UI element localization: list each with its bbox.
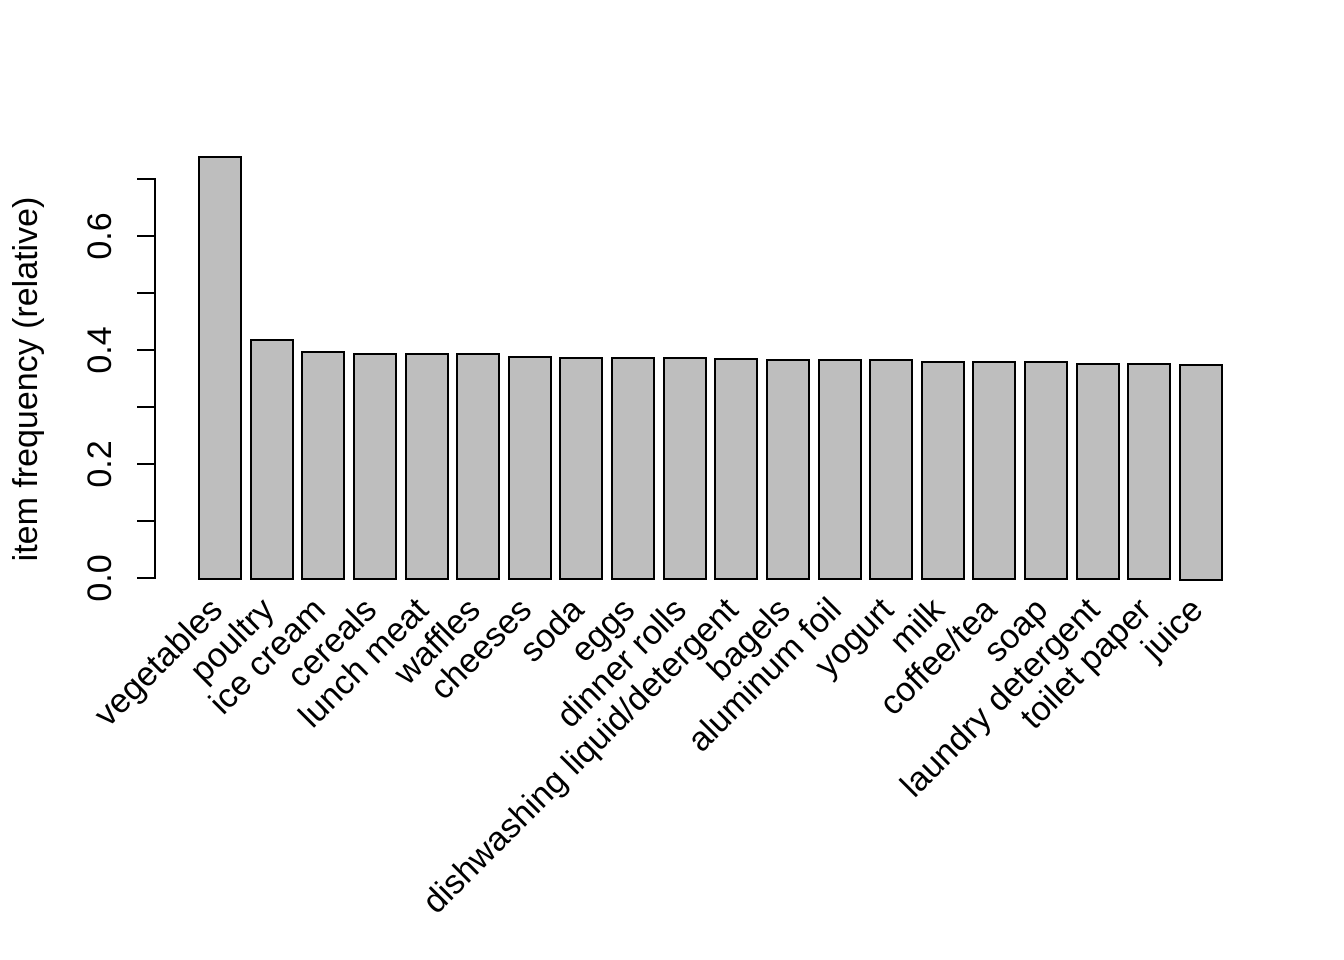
y-axis-title: item frequency (relative) xyxy=(7,196,45,562)
y-axis-tick xyxy=(137,405,154,409)
y-axis-tick xyxy=(137,462,154,466)
bar xyxy=(611,356,656,581)
y-axis-tick xyxy=(137,234,154,238)
bar xyxy=(662,357,707,581)
bar xyxy=(249,338,294,581)
y-axis-tick xyxy=(137,519,154,523)
bar xyxy=(404,352,449,581)
bar xyxy=(507,356,552,581)
bar xyxy=(301,351,346,581)
bar xyxy=(1024,361,1069,581)
y-axis-tick xyxy=(137,291,154,295)
bar xyxy=(765,358,810,581)
bar xyxy=(1127,362,1172,581)
bar xyxy=(920,360,965,581)
x-axis-label: juice xyxy=(1134,590,1211,667)
y-axis-line xyxy=(153,177,156,580)
bar xyxy=(972,361,1017,581)
bar xyxy=(869,359,914,581)
y-axis-tick xyxy=(137,177,154,181)
y-axis-tick xyxy=(137,576,154,580)
bar xyxy=(1075,362,1120,581)
bar xyxy=(714,357,759,581)
bar xyxy=(456,353,501,581)
bar xyxy=(559,356,604,581)
bar xyxy=(817,359,862,581)
bar xyxy=(198,156,242,581)
y-axis-tick xyxy=(137,348,154,352)
bar xyxy=(352,352,397,581)
bar xyxy=(1178,364,1223,581)
y-axis-tick-label: 0.6 xyxy=(81,212,119,260)
